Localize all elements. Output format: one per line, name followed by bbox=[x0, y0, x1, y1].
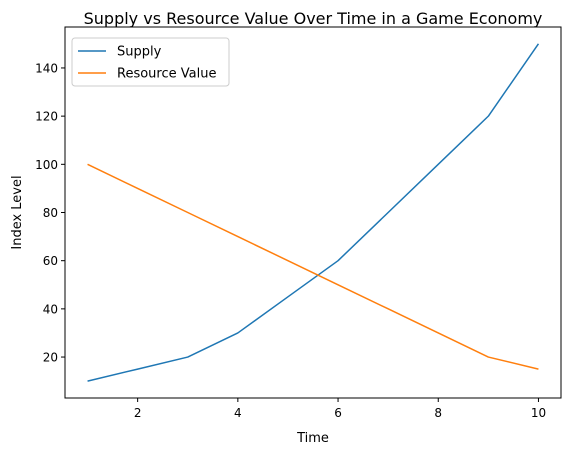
x-tick-label: 2 bbox=[134, 406, 142, 420]
y-tick-label: 140 bbox=[35, 61, 58, 75]
y-axis: 20 40 60 80 100 120 140 bbox=[35, 61, 65, 365]
y-tick-label: 20 bbox=[43, 351, 58, 365]
x-tick-label: 10 bbox=[531, 406, 546, 420]
legend-box bbox=[71, 37, 230, 87]
y-tick-label: 120 bbox=[35, 110, 58, 124]
y-axis-label: Index Level bbox=[10, 175, 25, 249]
x-tick-label: 8 bbox=[434, 406, 442, 420]
legend-label-supply: Supply bbox=[117, 45, 162, 60]
legend: Supply Resource Value bbox=[71, 37, 230, 87]
series-line-supply bbox=[87, 43, 540, 382]
legend-label-resource-value: Resource Value bbox=[117, 67, 216, 82]
y-tick-label: 40 bbox=[43, 302, 58, 316]
y-tick-label: 100 bbox=[35, 158, 58, 172]
x-tick-label: 4 bbox=[234, 406, 242, 420]
series-line-resource-value bbox=[87, 163, 539, 370]
plot-series bbox=[87, 43, 540, 382]
y-tick-label: 80 bbox=[43, 206, 58, 220]
y-tick-label: 60 bbox=[43, 254, 58, 268]
chart-title: Supply vs Resource Value Over Time in a … bbox=[84, 9, 543, 28]
x-tick-label: 6 bbox=[334, 406, 342, 420]
x-axis: 2 4 6 8 10 bbox=[134, 398, 546, 420]
x-axis-label: Time bbox=[296, 431, 329, 446]
